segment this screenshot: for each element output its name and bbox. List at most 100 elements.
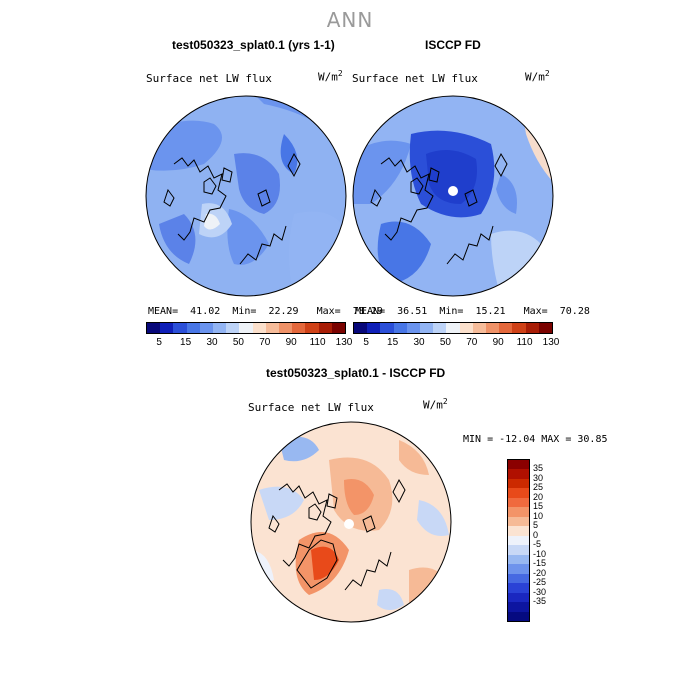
colorbar-swatch: [173, 323, 187, 333]
diff-colorbar: [507, 459, 530, 622]
colorbar-swatch: [186, 323, 200, 333]
colorbar-swatch: [508, 516, 529, 527]
colorbar-swatch: [380, 323, 394, 333]
colorbar-swatch: [508, 497, 529, 508]
colorbar-tick-label: 30: [206, 337, 218, 348]
colorbar-swatch: [318, 323, 332, 333]
colorbar-tick-label: 70: [466, 337, 478, 348]
colorbar-tick-label: 110: [309, 337, 326, 348]
colorbar-swatch: [508, 469, 529, 479]
colorbar-tick-label: 30: [533, 472, 544, 483]
diff-panel-title: test050323_splat0.1 - ISCCP FD: [266, 366, 446, 380]
colorbar-swatch: [367, 323, 381, 333]
colorbar-swatch: [199, 323, 214, 333]
colorbar-swatch: [252, 323, 266, 333]
colorbar-swatch: [459, 323, 473, 333]
colorbar-swatch: [393, 323, 407, 333]
colorbar-swatch: [226, 323, 240, 333]
colorbar-swatch: [279, 323, 293, 333]
colorbar-tick-label: 20: [533, 491, 544, 502]
colorbar-tick-label: 5: [156, 337, 162, 348]
colorbar-swatch: [354, 323, 368, 333]
colorbar-tick-label: -10: [533, 548, 547, 559]
colorbar-swatch: [508, 583, 529, 593]
model-panel-title: test050323_splat0.1 (yrs 1-1): [172, 38, 335, 52]
diff-variable-label: Surface net LW flux: [248, 401, 374, 414]
diff-units-label: W/m2: [423, 397, 448, 412]
colorbar-swatch: [508, 564, 529, 574]
obs-colorbar-ticks: 5 15 30 50 70 90 110 130: [353, 337, 559, 349]
colorbar-tick-label: 50: [232, 337, 244, 348]
colorbar-tick-label: 130: [542, 337, 560, 348]
colorbar-tick-label: 15: [180, 337, 192, 348]
model-units-label: W/m2: [318, 69, 343, 84]
colorbar-swatch: [331, 323, 346, 333]
colorbar-tick-label: 70: [259, 337, 271, 348]
colorbar-tick-label: -25: [533, 577, 547, 588]
colorbar-swatch: [538, 323, 553, 333]
colorbar-tick-label: 5: [533, 520, 539, 531]
colorbar-swatch: [508, 545, 529, 555]
colorbar-swatch: [508, 478, 529, 489]
diff-colorbar-ticks: 35 30 25 20 15 10 5 0 -5 -10 -15 -20 -25 -30 -35: [533, 459, 573, 620]
colorbar-tick-label: 30: [413, 337, 425, 348]
colorbar-swatch: [508, 488, 529, 498]
obs-units-label: W/m2: [525, 69, 550, 84]
colorbar-tick-label: 25: [533, 482, 544, 493]
colorbar-swatch: [508, 573, 529, 584]
colorbar-swatch: [508, 526, 529, 536]
colorbar-tick-label: 5: [363, 337, 369, 348]
model-stats: MEAN= 41.02 Min= 22.29 Max= 78.29: [148, 306, 383, 317]
colorbar-swatch: [147, 323, 161, 333]
colorbar-swatch: [486, 323, 500, 333]
colorbar-swatch: [472, 323, 487, 333]
colorbar-tick-label: 130: [335, 337, 353, 348]
colorbar-tick-label: -30: [533, 586, 547, 597]
model-colorbar-ticks: 5 15 30 50 70 90 110 130: [146, 337, 352, 349]
obs-colorbar: [353, 322, 553, 334]
colorbar-tick-label: 90: [285, 337, 297, 348]
colorbar-tick-label: 90: [492, 337, 504, 348]
colorbar-tick-label: 15: [533, 501, 544, 512]
colorbar-swatch: [446, 323, 460, 333]
colorbar-swatch: [292, 323, 306, 333]
model-variable-label: Surface net LW flux: [146, 72, 272, 85]
colorbar-tick-label: -15: [533, 558, 547, 569]
colorbar-swatch: [499, 323, 513, 333]
colorbar-swatch: [508, 611, 529, 621]
obs-stats: MEAN= 36.51 Min= 15.21 Max= 70.28: [355, 306, 590, 317]
colorbar-tick-label: 35: [533, 463, 544, 474]
model-colorbar: [146, 322, 346, 334]
colorbar-tick-label: 10: [533, 510, 544, 521]
colorbar-swatch: [525, 323, 539, 333]
colorbar-swatch: [406, 323, 421, 333]
obs-variable-label: Surface net LW flux: [352, 72, 478, 85]
colorbar-swatch: [508, 554, 529, 565]
colorbar-swatch: [305, 323, 319, 333]
season-title: ANN: [326, 8, 374, 32]
colorbar-tick-label: 0: [533, 529, 539, 540]
colorbar-swatch: [160, 323, 174, 333]
colorbar-tick-label: -35: [533, 596, 547, 607]
colorbar-swatch: [508, 535, 529, 546]
colorbar-tick-label: -5: [533, 539, 542, 550]
colorbar-tick-label: 110: [516, 337, 533, 348]
diff-minmax: MIN = -12.04 MAX = 30.85: [463, 434, 608, 445]
obs-panel-title: ISCCP FD: [425, 38, 481, 52]
colorbar-swatch: [213, 323, 227, 333]
colorbar-swatch: [433, 323, 447, 333]
colorbar-tick-label: -20: [533, 567, 547, 578]
colorbar-swatch: [239, 323, 253, 333]
diff-polar-map: [250, 421, 452, 623]
colorbar-swatch: [508, 507, 529, 517]
colorbar-tick-label: 15: [387, 337, 399, 348]
colorbar-swatch: [420, 323, 434, 333]
model-polar-map: [145, 95, 347, 297]
colorbar-tick-label: 50: [439, 337, 451, 348]
colorbar-swatch: [508, 460, 529, 470]
colorbar-swatch: [508, 602, 529, 612]
colorbar-swatch: [508, 592, 529, 603]
obs-polar-map: [352, 95, 554, 297]
colorbar-swatch: [512, 323, 526, 333]
colorbar-swatch: [265, 323, 280, 333]
